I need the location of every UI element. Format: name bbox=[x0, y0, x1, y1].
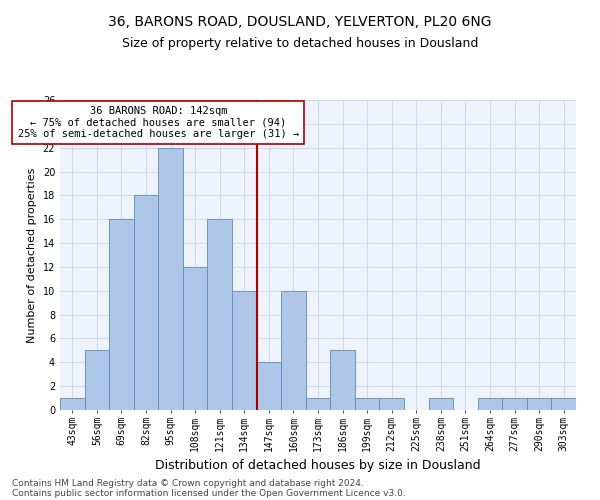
Bar bbox=[60, 398, 85, 410]
Text: Size of property relative to detached houses in Dousland: Size of property relative to detached ho… bbox=[122, 38, 478, 51]
Bar bbox=[232, 291, 257, 410]
Bar bbox=[527, 398, 551, 410]
Y-axis label: Number of detached properties: Number of detached properties bbox=[27, 168, 37, 342]
Text: 36 BARONS ROAD: 142sqm
← 75% of detached houses are smaller (94)
25% of semi-det: 36 BARONS ROAD: 142sqm ← 75% of detached… bbox=[17, 106, 299, 139]
Bar bbox=[551, 398, 576, 410]
Bar bbox=[257, 362, 281, 410]
Bar bbox=[428, 398, 453, 410]
Text: Contains public sector information licensed under the Open Government Licence v3: Contains public sector information licen… bbox=[12, 488, 406, 498]
Bar bbox=[355, 398, 379, 410]
Bar bbox=[208, 219, 232, 410]
Bar bbox=[330, 350, 355, 410]
Bar bbox=[306, 398, 330, 410]
Bar bbox=[379, 398, 404, 410]
Bar bbox=[109, 219, 134, 410]
Bar bbox=[502, 398, 527, 410]
Bar bbox=[183, 267, 208, 410]
Bar bbox=[134, 196, 158, 410]
Bar bbox=[158, 148, 183, 410]
Text: Contains HM Land Registry data © Crown copyright and database right 2024.: Contains HM Land Registry data © Crown c… bbox=[12, 478, 364, 488]
Text: 36, BARONS ROAD, DOUSLAND, YELVERTON, PL20 6NG: 36, BARONS ROAD, DOUSLAND, YELVERTON, PL… bbox=[108, 15, 492, 29]
X-axis label: Distribution of detached houses by size in Dousland: Distribution of detached houses by size … bbox=[155, 459, 481, 472]
Bar bbox=[85, 350, 109, 410]
Bar bbox=[478, 398, 502, 410]
Bar bbox=[281, 291, 306, 410]
